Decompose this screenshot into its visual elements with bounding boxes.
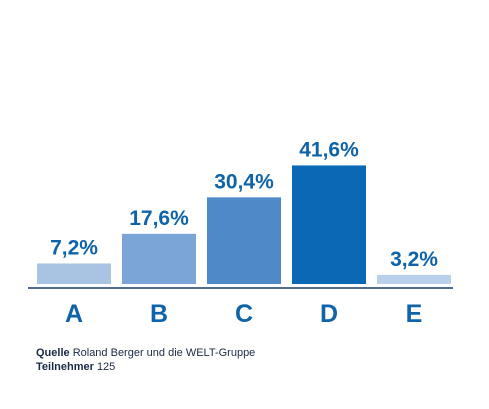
- participants-line: Teilnehmer 125: [36, 360, 255, 374]
- value-label-b: 17,6%: [129, 207, 189, 230]
- bar-c: [207, 197, 281, 284]
- source-label: Quelle: [36, 347, 70, 359]
- value-label-a: 7,2%: [50, 236, 98, 259]
- bars-group: [37, 165, 451, 284]
- category-label-d: D: [320, 300, 338, 328]
- bar-b: [122, 233, 196, 284]
- value-label-d: 41,6%: [299, 138, 359, 161]
- participants-value: 125: [96, 361, 116, 373]
- value-label-e: 3,2%: [390, 248, 438, 271]
- participants-label: Teilnehmer: [36, 361, 94, 373]
- category-label-b: B: [150, 300, 168, 328]
- category-label-e: E: [406, 300, 423, 328]
- category-label-c: C: [235, 300, 253, 328]
- bar-d: [292, 165, 366, 284]
- value-label-c: 30,4%: [214, 170, 274, 193]
- labels-group: 7,2% A 17,6% B 30,4% C 41,6% D 3,2% E: [50, 138, 438, 328]
- source-text: Roland Berger und die WELT-Gruppe: [72, 347, 256, 359]
- bar-e: [377, 274, 451, 284]
- source-note: Quelle Roland Berger und die WELT-Gruppe…: [36, 346, 255, 374]
- source-line: Quelle Roland Berger und die WELT-Gruppe: [36, 346, 255, 360]
- category-label-a: A: [65, 300, 83, 328]
- bar-a: [37, 263, 111, 284]
